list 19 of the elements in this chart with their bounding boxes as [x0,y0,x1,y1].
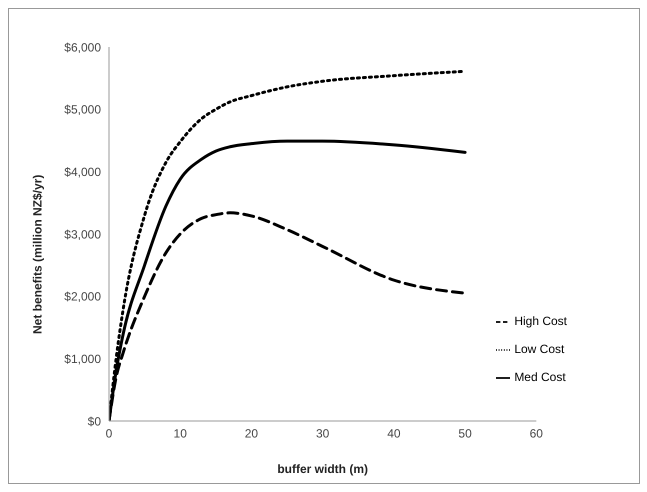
y-tick-label: $4,000 [64,164,102,179]
x-tick-label: 10 [174,426,188,441]
legend-label: Low Cost [514,342,564,356]
y-tick-label: $1,000 [64,352,102,366]
y-tick-label: $5,000 [64,102,102,117]
x-tick-label: 50 [458,426,472,441]
y-tick-label: $0 [88,414,102,428]
legend-label: High Cost [514,314,567,328]
x-tick-label: 60 [530,426,544,441]
x-tick-label: 30 [316,426,330,441]
y-axis-title: Net benefits (million NZ$/yr) [30,174,44,334]
x-tick-label: 40 [387,426,401,441]
x-axis-title: buffer width (m) [277,462,368,476]
legend-label: Med Cost [514,370,566,384]
y-tick-label: $2,000 [64,290,102,304]
y-tick-label: $3,000 [64,227,102,242]
y-tick-label: $6,000 [64,40,102,54]
x-tick-label: 0 [106,426,113,441]
x-tick-label: 20 [244,426,258,441]
